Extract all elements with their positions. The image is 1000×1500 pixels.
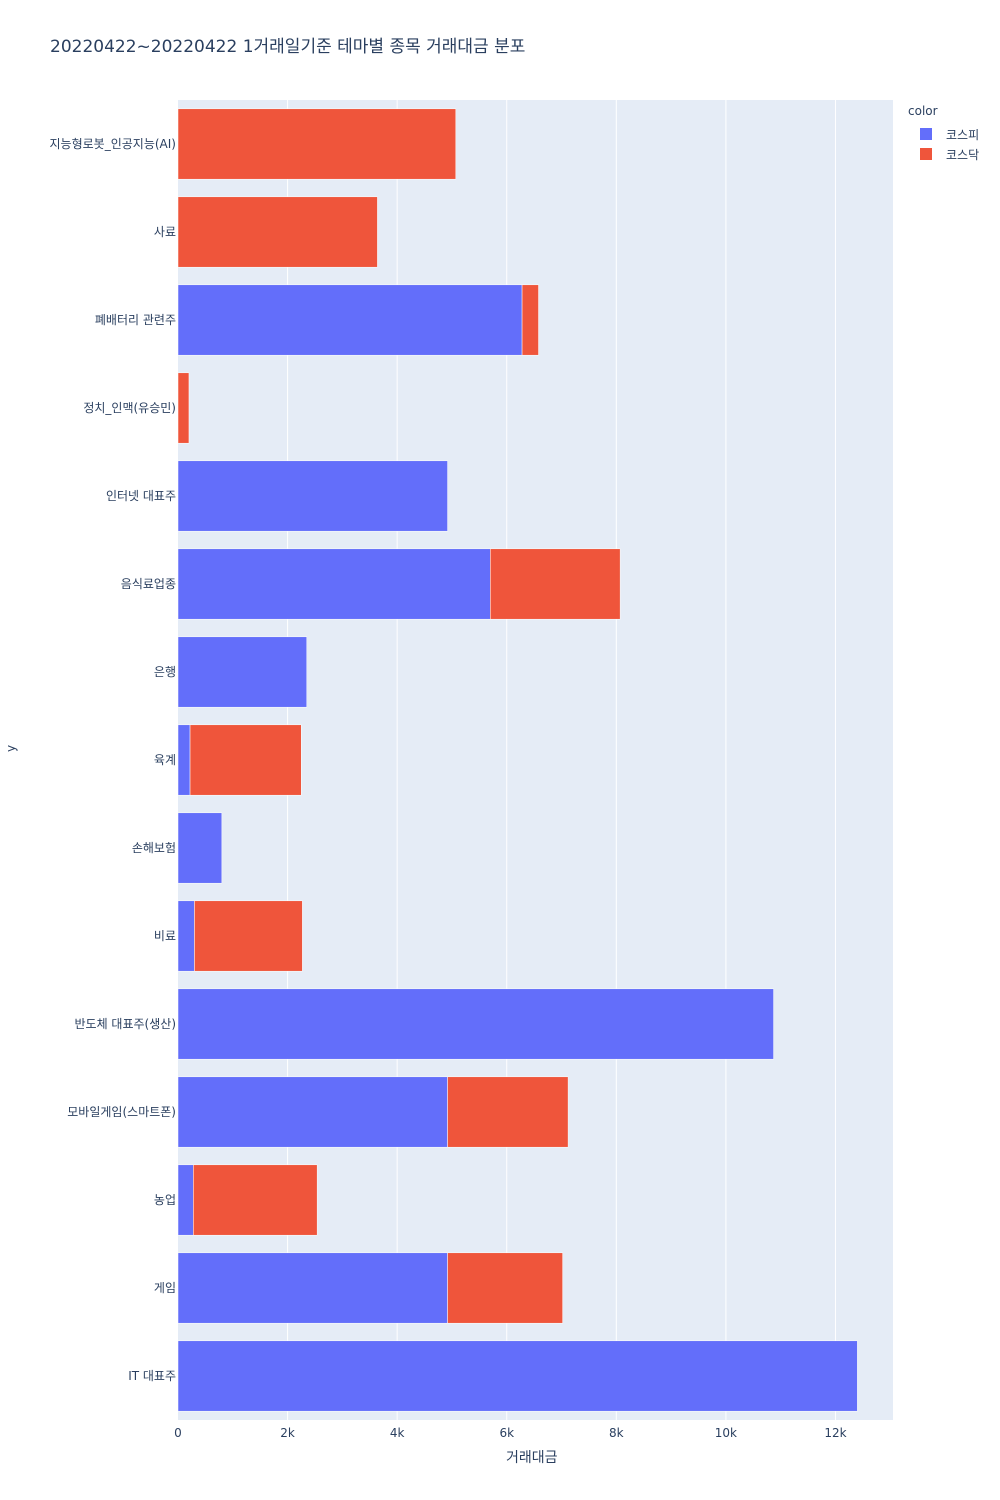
- bar-kosdaq[interactable]: [177, 108, 457, 180]
- bar-kospi[interactable]: [177, 1340, 858, 1412]
- bars: [177, 108, 858, 1412]
- bar-kospi[interactable]: [177, 724, 191, 796]
- y-tick-label: 손해보험: [132, 841, 176, 855]
- y-tick-label: 모바일게임(스마트폰): [67, 1105, 176, 1119]
- x-tick-label: 6k: [499, 1426, 514, 1440]
- bar-kospi[interactable]: [177, 548, 491, 620]
- bar-kosdaq[interactable]: [177, 196, 378, 268]
- y-tick-label: 비료: [154, 929, 176, 943]
- y-tick-label: 사료: [154, 225, 176, 239]
- bar-kosdaq[interactable]: [177, 372, 190, 444]
- bar-kospi[interactable]: [177, 900, 195, 972]
- y-tick-label: IT 대표주: [128, 1369, 176, 1383]
- bar-kosdaq[interactable]: [194, 900, 303, 972]
- bar-kospi[interactable]: [177, 636, 308, 708]
- y-tick-label: 반도체 대표주(생산): [75, 1017, 177, 1031]
- bar-kospi[interactable]: [177, 460, 448, 532]
- x-axis-title: 거래대금: [506, 1450, 558, 1466]
- bar-kosdaq[interactable]: [490, 548, 621, 620]
- bar-kosdaq[interactable]: [193, 1164, 318, 1236]
- bar-kospi[interactable]: [177, 1252, 448, 1324]
- x-tick-label: 10k: [715, 1426, 737, 1440]
- bar-kosdaq[interactable]: [447, 1076, 569, 1148]
- chart-title: 20220422~20220422 1거래일기준 테마별 종목 거래대금 분포: [50, 37, 526, 57]
- y-tick-label: 지능형로봇_인공지능(AI): [50, 137, 176, 151]
- bar-kosdaq[interactable]: [447, 1252, 563, 1324]
- x-tick-label: 2k: [280, 1426, 295, 1440]
- x-tick-label: 12k: [824, 1426, 846, 1440]
- legend-swatch-kosdaq: [920, 148, 932, 160]
- legend-swatch-kospi: [920, 128, 932, 140]
- legend: color 코스피 코스닥: [908, 104, 979, 164]
- bar-kospi[interactable]: [177, 1164, 194, 1236]
- x-axis-ticks: 0 2k 4k 6k 8k 10k 12k: [174, 1426, 846, 1440]
- bar-kosdaq[interactable]: [521, 284, 539, 356]
- legend-title: color: [908, 104, 938, 118]
- y-tick-label: 정치_인맥(유승민): [83, 401, 176, 415]
- y-tick-label: 농업: [154, 1193, 176, 1207]
- legend-label-kospi: 코스피: [946, 127, 980, 142]
- y-tick-label: 은행: [154, 664, 176, 679]
- bar-kospi[interactable]: [177, 812, 223, 884]
- bar-kospi[interactable]: [177, 284, 523, 356]
- y-tick-label: 인터넷 대표주: [106, 489, 176, 503]
- y-tick-label: 육계: [154, 753, 176, 767]
- legend-item-kospi[interactable]: 코스피: [908, 124, 979, 144]
- bar-kosdaq[interactable]: [189, 724, 302, 796]
- y-axis-title: y: [4, 744, 18, 752]
- y-tick-label: 음식료업종: [121, 577, 176, 591]
- legend-item-kosdaq[interactable]: 코스닥: [908, 144, 979, 164]
- x-tick-label: 0: [174, 1426, 182, 1440]
- y-tick-label: 게임: [154, 1281, 176, 1295]
- x-tick-label: 4k: [390, 1426, 405, 1440]
- legend-label-kosdaq: 코스닥: [946, 147, 980, 162]
- bar-kospi[interactable]: [177, 988, 774, 1060]
- x-tick-label: 8k: [609, 1426, 624, 1440]
- bar-kospi[interactable]: [177, 1076, 448, 1148]
- y-tick-label: 폐배터리 관련주: [95, 313, 176, 327]
